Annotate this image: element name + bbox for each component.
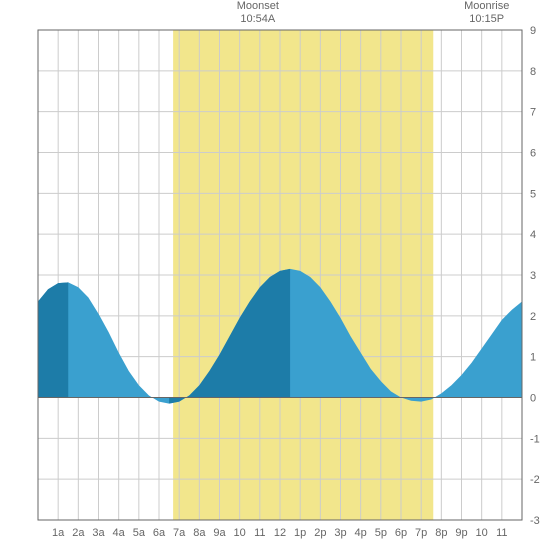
x-axis-label: 12 <box>274 527 286 539</box>
x-axis-label: 7p <box>415 527 427 539</box>
x-axis-label: 6a <box>153 527 166 539</box>
y-axis-label: 2 <box>530 311 536 323</box>
x-axis-label: 8a <box>193 527 206 539</box>
y-axis-label: 1 <box>530 352 536 364</box>
x-axis-label: 10 <box>476 527 488 539</box>
x-axis-label: 10 <box>234 527 246 539</box>
y-axis-label: 5 <box>530 188 536 200</box>
x-axis-label: 3a <box>92 527 105 539</box>
tide-chart: Moonset 10:54A Moonrise 10:15P -3-2-1012… <box>0 0 550 550</box>
x-axis-label: 5p <box>375 527 387 539</box>
x-axis-label: 1a <box>52 527 65 539</box>
moonset-time: 10:54A <box>228 13 288 26</box>
x-axis-label: 4p <box>355 527 367 539</box>
x-axis-label: 8p <box>435 527 447 539</box>
x-axis-label: 1p <box>294 527 306 539</box>
x-axis-label: 11 <box>496 527 507 539</box>
moonrise-title: Moonrise <box>457 0 517 13</box>
x-axis-label: 4a <box>113 527 126 539</box>
chart-svg: -3-2-101234567891a2a3a4a5a6a7a8a9a101112… <box>0 0 550 550</box>
x-axis-label: 9a <box>213 527 226 539</box>
y-axis-label: 4 <box>530 229 536 241</box>
y-axis-label: 0 <box>530 393 536 405</box>
y-axis-label: 3 <box>530 270 536 282</box>
y-axis-label: -3 <box>530 515 540 527</box>
x-axis-label: 2p <box>314 527 326 539</box>
x-axis-label: 7a <box>173 527 186 539</box>
x-axis-label: 11 <box>254 527 265 539</box>
x-axis-label: 6p <box>395 527 407 539</box>
x-axis-label: 3p <box>334 527 346 539</box>
y-axis-label: 7 <box>530 107 536 119</box>
moonset-title: Moonset <box>228 0 288 13</box>
x-axis-label: 9p <box>455 527 467 539</box>
y-axis-label: -2 <box>530 474 540 486</box>
x-axis-label: 2a <box>72 527 85 539</box>
moonrise-annotation: Moonrise 10:15P <box>457 0 517 26</box>
moonset-annotation: Moonset 10:54A <box>228 0 288 26</box>
x-axis-label: 5a <box>133 527 146 539</box>
y-axis-label: 9 <box>530 25 536 37</box>
y-axis-label: -1 <box>530 433 540 445</box>
moonrise-time: 10:15P <box>457 13 517 26</box>
y-axis-label: 8 <box>530 66 536 78</box>
y-axis-label: 6 <box>530 148 536 160</box>
